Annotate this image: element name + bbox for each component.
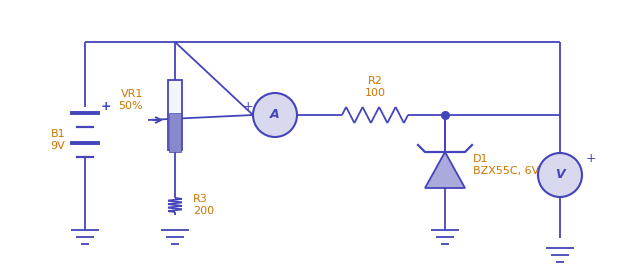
Text: VR1
50%: VR1 50% [118,89,143,111]
Text: B1
9V: B1 9V [50,129,65,151]
Bar [168,80,182,150]
Text: +: + [101,101,112,113]
Text: +: + [586,152,597,164]
Text: R3
200: R3 200 [193,194,214,216]
Text: D1
BZX55C, 6V8: D1 BZX55C, 6V8 [473,154,546,176]
Circle shape [538,153,582,197]
Polygon shape [425,152,465,188]
Circle shape [253,93,297,137]
Text: V: V [555,169,565,181]
Bar [169,113,181,152]
Text: A: A [270,109,280,121]
Text: +: + [242,101,253,113]
Text: R2
100: R2 100 [364,76,386,98]
